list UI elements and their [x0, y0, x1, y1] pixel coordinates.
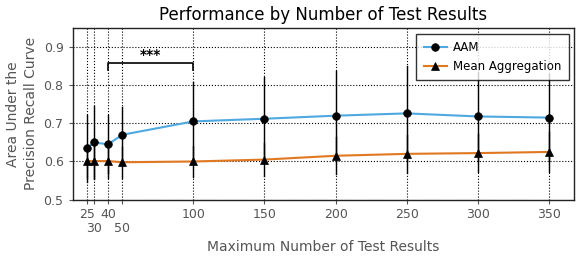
Mean Aggregation — [403, 152, 410, 155]
Y-axis label: Area Under the
Precision Recall Curve: Area Under the Precision Recall Curve — [6, 37, 38, 190]
Mean Aggregation — [119, 161, 126, 164]
Mean Aggregation — [190, 160, 197, 163]
AAM — [84, 147, 90, 150]
AAM — [332, 114, 339, 117]
AAM — [545, 116, 552, 119]
AAM — [119, 133, 126, 136]
X-axis label: Maximum Number of Test Results: Maximum Number of Test Results — [207, 240, 440, 255]
Text: ***: *** — [140, 48, 161, 62]
AAM — [104, 143, 111, 146]
AAM — [403, 112, 410, 115]
AAM — [90, 141, 97, 144]
Legend: AAM, Mean Aggregation: AAM, Mean Aggregation — [416, 34, 568, 80]
Line: AAM: AAM — [83, 109, 553, 152]
Mean Aggregation — [84, 160, 90, 163]
Mean Aggregation — [474, 152, 481, 155]
Mean Aggregation — [90, 160, 97, 163]
Mean Aggregation — [545, 150, 552, 153]
AAM — [474, 115, 481, 118]
Line: Mean Aggregation: Mean Aggregation — [83, 148, 553, 166]
AAM — [261, 117, 268, 120]
Title: Performance by Number of Test Results: Performance by Number of Test Results — [160, 5, 488, 24]
AAM — [190, 120, 197, 123]
Mean Aggregation — [104, 160, 111, 163]
Mean Aggregation — [332, 154, 339, 157]
Mean Aggregation — [261, 158, 268, 161]
